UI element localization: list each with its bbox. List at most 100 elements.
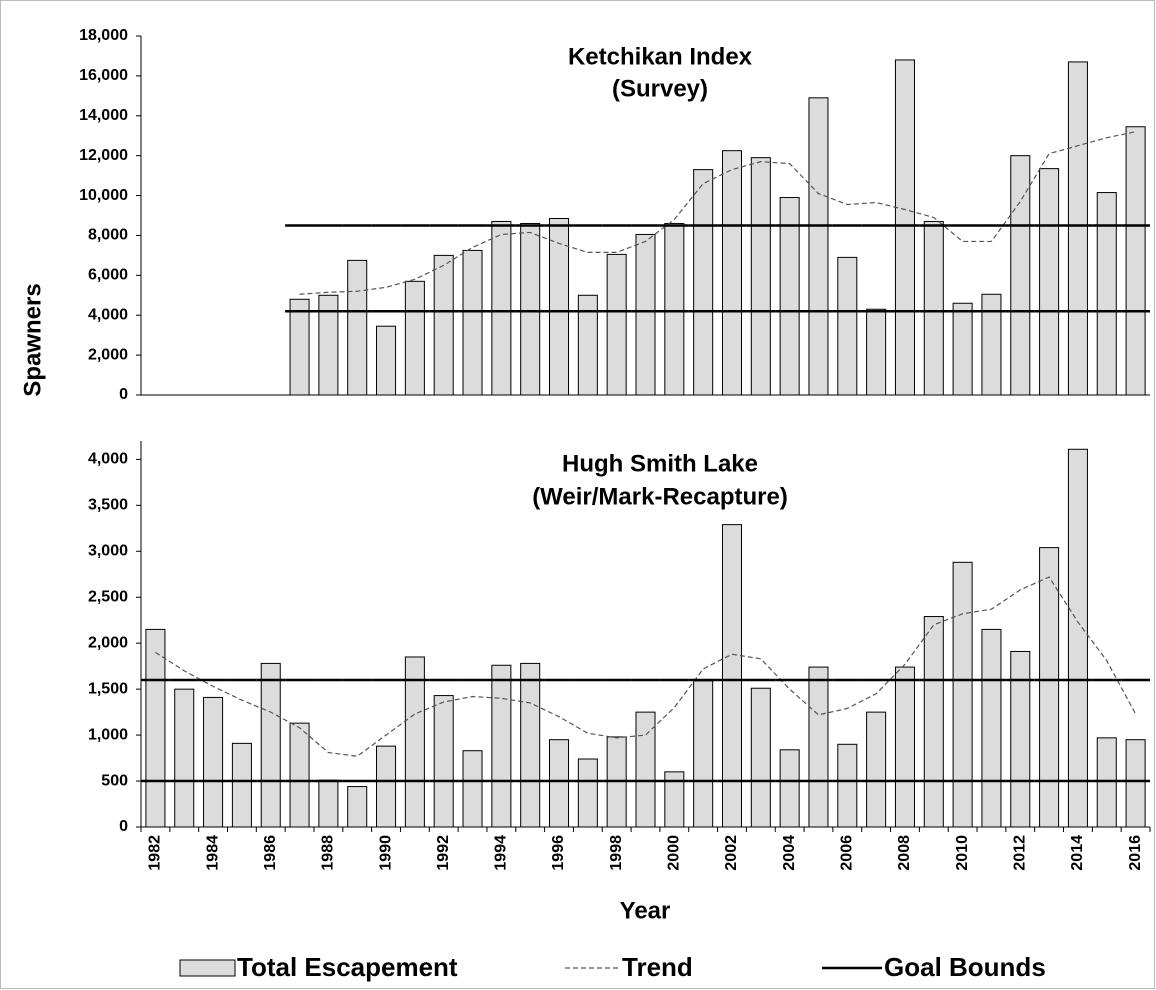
bar: [289, 298, 310, 396]
trend-line: [299, 131, 1136, 295]
bar: [289, 722, 310, 828]
y-tick-label: 3,000: [88, 543, 128, 560]
y-tick-label: 1,000: [88, 726, 128, 743]
bar: [837, 256, 858, 396]
bar: [1067, 61, 1088, 396]
y-tick-label: 4,000: [88, 306, 128, 323]
bar: [693, 169, 714, 396]
chart-title: (Survey): [612, 75, 708, 102]
bar: [549, 739, 570, 828]
legend-label: Goal Bounds: [884, 952, 1046, 982]
bar: [981, 293, 1002, 396]
bar: [376, 745, 397, 828]
y-tick-label: 12,000: [79, 147, 128, 164]
y-tick-label: 2,500: [88, 588, 128, 605]
bar: [318, 779, 339, 828]
bar: [1039, 168, 1060, 396]
x-tick-label: 1982: [147, 835, 164, 871]
x-tick-label: 1996: [550, 835, 567, 871]
legend-label: Trend: [622, 952, 693, 982]
bar: [779, 749, 800, 828]
bar: [433, 695, 454, 828]
y-tick-label: 10,000: [79, 187, 128, 204]
x-tick-label: 2006: [839, 835, 856, 871]
bar: [491, 220, 512, 396]
y-tick-label: 4,000: [88, 451, 128, 468]
bar: [606, 253, 627, 396]
legend-swatch: [179, 959, 236, 977]
bar: [577, 758, 598, 828]
bar: [1096, 192, 1117, 396]
bar: [750, 687, 771, 828]
x-tick-label: 2014: [1069, 835, 1086, 871]
x-tick-label: 1994: [493, 835, 510, 871]
y-axis-title: Spawners: [19, 283, 46, 396]
bar: [894, 59, 915, 396]
y-tick-label: 2,000: [88, 346, 128, 363]
bar: [520, 222, 541, 396]
bar: [664, 222, 685, 396]
trend-line: [155, 576, 1137, 757]
x-tick-label: 2008: [896, 835, 913, 871]
bar: [779, 197, 800, 396]
bar: [808, 97, 829, 396]
x-tick-label: 2016: [1127, 835, 1144, 871]
y-tick-label: 6,000: [88, 267, 128, 284]
bar: [923, 220, 944, 396]
bar: [260, 662, 281, 828]
y-tick-label: 1,500: [88, 680, 128, 697]
legend-label: Total Escapement: [237, 952, 458, 982]
x-tick-label: 1984: [204, 835, 221, 871]
bar: [981, 628, 1002, 828]
bar: [1010, 650, 1031, 828]
bar: [347, 786, 368, 828]
bar: [693, 680, 714, 828]
bar: [404, 280, 425, 396]
bar: [145, 628, 166, 828]
bar: [347, 259, 368, 396]
x-tick-label: 2010: [954, 835, 971, 871]
y-tick-label: 18,000: [79, 27, 128, 44]
x-tick-label: 2012: [1011, 835, 1028, 871]
bar: [1096, 737, 1117, 828]
bar: [203, 696, 224, 828]
bar: [808, 666, 829, 828]
x-tick-label: 2000: [666, 835, 683, 871]
bar: [1125, 739, 1146, 828]
bar: [721, 150, 742, 396]
bar: [750, 157, 771, 396]
bar: [231, 742, 252, 828]
y-tick-label: 500: [101, 772, 128, 789]
chart-title: Hugh Smith Lake: [562, 450, 758, 477]
chart-title: (Weir/Mark-Recapture): [532, 483, 788, 510]
bar: [1039, 547, 1060, 828]
bar: [1125, 126, 1146, 396]
x-tick-label: 2004: [781, 835, 798, 871]
bar: [894, 666, 915, 828]
chart-title: Ketchikan Index: [568, 43, 753, 70]
y-tick-label: 16,000: [79, 67, 128, 84]
bar: [404, 656, 425, 828]
bar: [837, 743, 858, 828]
bar: [1067, 448, 1088, 828]
y-tick-label: 0: [119, 818, 128, 835]
bar: [923, 616, 944, 828]
bar: [491, 664, 512, 828]
y-tick-label: 14,000: [79, 107, 128, 124]
x-axis-title: Year: [620, 897, 671, 924]
bar: [462, 249, 483, 396]
y-tick-label: 8,000: [88, 227, 128, 244]
bar: [433, 254, 454, 396]
x-tick-label: 1998: [608, 835, 625, 871]
x-tick-label: 1986: [262, 835, 279, 871]
bar: [376, 325, 397, 396]
bar: [952, 302, 973, 396]
x-tick-label: 1988: [320, 835, 337, 871]
y-tick-label: 2,000: [88, 634, 128, 651]
x-tick-label: 1990: [377, 835, 394, 871]
y-tick-label: 3,500: [88, 497, 128, 514]
bar: [462, 750, 483, 828]
bar: [520, 662, 541, 828]
bar: [866, 308, 887, 396]
